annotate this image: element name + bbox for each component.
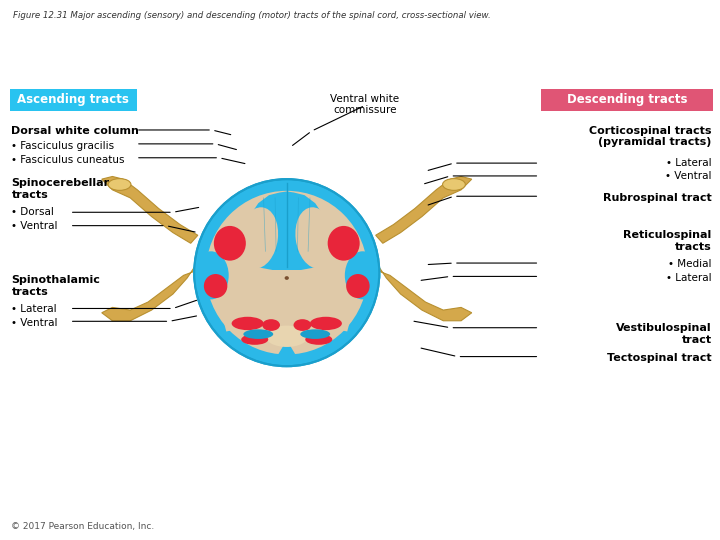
Text: Reticulospinal
tracts: Reticulospinal tracts <box>624 230 711 252</box>
Ellipse shape <box>345 251 380 299</box>
Text: • Lateral: • Lateral <box>666 158 711 168</box>
Polygon shape <box>102 177 198 244</box>
Ellipse shape <box>266 326 308 347</box>
Ellipse shape <box>328 226 360 261</box>
Text: Ventral white
commissure: Ventral white commissure <box>330 93 400 115</box>
Polygon shape <box>376 177 472 244</box>
Text: Tectospinal tract: Tectospinal tract <box>607 353 711 363</box>
Text: • Ventral: • Ventral <box>12 221 58 231</box>
Ellipse shape <box>193 251 229 299</box>
Text: • Dorsal: • Dorsal <box>12 207 54 218</box>
Ellipse shape <box>305 334 333 345</box>
Text: © 2017 Pearson Education, Inc.: © 2017 Pearson Education, Inc. <box>12 522 155 531</box>
Ellipse shape <box>284 276 289 280</box>
Text: Rubrospinal tract: Rubrospinal tract <box>603 192 711 202</box>
Ellipse shape <box>194 179 379 366</box>
Ellipse shape <box>262 319 280 331</box>
FancyBboxPatch shape <box>10 89 138 111</box>
Ellipse shape <box>243 329 273 339</box>
Polygon shape <box>287 286 351 332</box>
Ellipse shape <box>294 319 311 331</box>
Text: Corticospinal tracts
(pyramidal tracts): Corticospinal tracts (pyramidal tracts) <box>589 126 711 147</box>
Ellipse shape <box>214 226 246 261</box>
Text: • Ventral: • Ventral <box>12 318 58 328</box>
Polygon shape <box>222 286 287 332</box>
Ellipse shape <box>300 329 330 339</box>
Ellipse shape <box>238 207 278 268</box>
Text: Descending tracts: Descending tracts <box>567 93 687 106</box>
Text: Figure 12.31 Major ascending (sensory) and descending (motor) tracts of the spin: Figure 12.31 Major ascending (sensory) a… <box>13 11 490 20</box>
Polygon shape <box>102 267 198 321</box>
Polygon shape <box>376 267 472 321</box>
Text: Ascending tracts: Ascending tracts <box>17 93 129 106</box>
Ellipse shape <box>295 207 335 268</box>
Polygon shape <box>244 192 330 270</box>
Text: • Lateral: • Lateral <box>666 273 711 282</box>
Text: • Fasciculus gracilis: • Fasciculus gracilis <box>12 140 114 151</box>
Text: • Ventral: • Ventral <box>665 171 711 181</box>
Ellipse shape <box>232 317 264 330</box>
Text: Dorsal white column: Dorsal white column <box>12 126 139 136</box>
Ellipse shape <box>273 289 301 326</box>
Ellipse shape <box>443 179 465 191</box>
Text: • Medial: • Medial <box>668 259 711 269</box>
FancyBboxPatch shape <box>541 89 713 111</box>
Text: Spinocerebellar
tracts: Spinocerebellar tracts <box>12 178 109 200</box>
Text: • Lateral: • Lateral <box>12 304 57 314</box>
Ellipse shape <box>310 317 342 330</box>
Text: Spinothalamic
tracts: Spinothalamic tracts <box>12 275 100 297</box>
Ellipse shape <box>206 191 368 354</box>
Text: • Fasciculus cuneatus: • Fasciculus cuneatus <box>12 154 125 165</box>
Ellipse shape <box>346 274 369 298</box>
Ellipse shape <box>271 275 303 302</box>
Text: Vestibulospinal
tract: Vestibulospinal tract <box>616 323 711 345</box>
Ellipse shape <box>108 179 131 191</box>
Ellipse shape <box>241 334 269 345</box>
Ellipse shape <box>204 274 228 298</box>
Polygon shape <box>274 340 300 361</box>
